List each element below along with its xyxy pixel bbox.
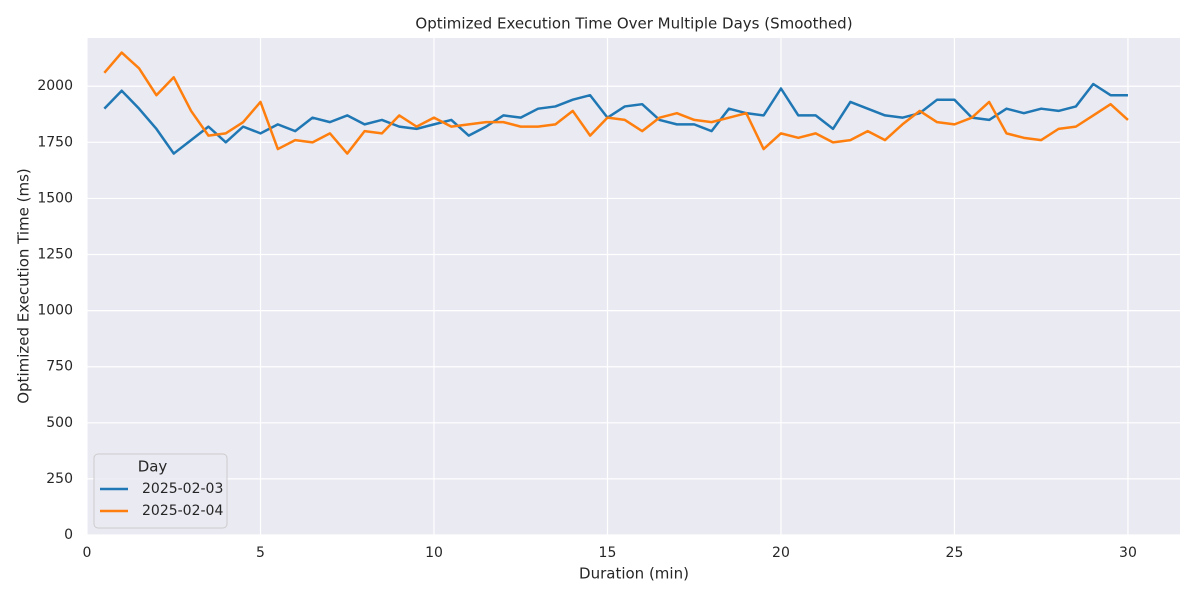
x-tick-label: 30 [1119,545,1137,561]
x-axis-label: Duration (min) [579,565,689,583]
x-tick-label: 5 [256,545,265,561]
legend-box [93,453,228,529]
y-tick-label: 1750 [37,134,73,150]
y-tick-label: 0 [64,527,73,543]
y-tick-label: 2000 [37,78,73,94]
x-tick-label: 15 [599,545,617,561]
y-tick-label: 750 [46,359,73,375]
legend-label: 2025-02-03 [142,481,223,497]
legend-label: 2025-02-04 [142,503,223,519]
x-tick-label: 10 [425,545,443,561]
x-tick-label: 25 [946,545,964,561]
legend-title: Day [138,458,168,476]
y-tick-label: 500 [46,415,73,431]
x-tick-label: 20 [772,545,790,561]
series-line [103,51,1129,155]
series-line [103,82,1128,155]
plot-area [87,38,1180,535]
y-tick-label: 1000 [37,303,73,319]
y-axis-label: Optimized Execution Time (ms) [15,168,33,404]
legend: Day 2025-02-03 2025-02-04 [93,453,228,529]
y-tick-label: 250 [46,471,73,487]
chart-title: Optimized Execution Time Over Multiple D… [415,15,852,33]
y-tick-label: 1250 [37,247,73,263]
y-tick-label: 1500 [37,190,73,206]
x-tick-label: 0 [83,545,92,561]
